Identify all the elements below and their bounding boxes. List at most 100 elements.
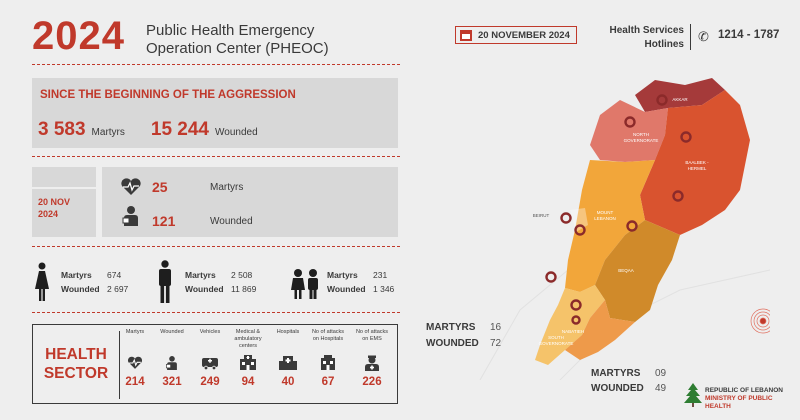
- region-label-nabatieh: NABATIEH: [561, 329, 585, 334]
- date-panel-top: [32, 167, 96, 187]
- health-sector-title-line2: SECTOR: [43, 365, 109, 382]
- cedar-logo-icon: [684, 383, 702, 407]
- marker-saida: [545, 271, 557, 283]
- heart-pulse-icon: [127, 356, 143, 369]
- heart-pulse-icon: [121, 178, 141, 195]
- today-panel: 25 Martyrs 121 Wounded: [102, 167, 398, 237]
- health-sector-divider: [119, 331, 120, 399]
- marker-mount: [574, 224, 586, 236]
- hs-attacks-ems-value: 226: [362, 376, 382, 388]
- men-martyrs-value: 2 508: [231, 270, 253, 280]
- hs-centers-value: 94: [241, 376, 255, 388]
- marker-beirut: [560, 212, 572, 224]
- hs-hospitals: Hospitals 40: [269, 329, 307, 388]
- marker-baalbek: [672, 190, 684, 202]
- children-icon: [291, 269, 318, 299]
- region-label-mount: MOUNT LEBANON: [594, 210, 616, 221]
- center-name: Public Health Emergency Operation Center…: [146, 22, 376, 58]
- total-martyrs-label: Martyrs: [91, 127, 125, 138]
- radar-icon: [750, 308, 770, 334]
- today-date-line2: 2024: [38, 209, 59, 219]
- today-wounded-label: Wounded: [210, 215, 253, 227]
- south-wounded-value: 72: [490, 338, 502, 349]
- hotline-label-line2: Hotlines: [644, 39, 684, 50]
- lebanon-map: [479, 78, 770, 380]
- marker-nabatieh: [571, 315, 581, 325]
- calendar-icon: [460, 29, 472, 41]
- wounded-person-icon: [122, 206, 138, 226]
- hs-vehicles: Vehicles 249: [191, 329, 229, 388]
- today-date: 20 NOV 2024: [38, 196, 88, 220]
- today-wounded-value: 121: [152, 213, 176, 229]
- men-wounded-value: 11 869: [231, 284, 257, 294]
- south-martyrs-label: MARTYRS: [426, 322, 476, 333]
- center-name-line2: Operation Center (PHEOC): [146, 40, 329, 57]
- hs-attacks-hospitals: No of attacks on Hospitals 67: [309, 329, 347, 388]
- hs-martyrs: Martyrs 214: [116, 329, 154, 388]
- paramedic-icon: [365, 355, 379, 371]
- hs-hospitals-label: Hospitals: [276, 329, 300, 335]
- hs-hospitals-value: 40: [281, 376, 295, 388]
- hs-attacks-ems: No of attacks on EMS 226: [353, 329, 391, 388]
- marker-beqaa: [626, 220, 638, 232]
- hs-wounded-label: Wounded: [160, 329, 184, 335]
- divider: [32, 312, 400, 313]
- today-date-line1: 20 NOV: [38, 197, 71, 207]
- ministry-name: REPUBLIC OF LEBANON MINISTRY OF PUBLIC H…: [705, 387, 797, 411]
- total-martyrs-value: 3 583: [38, 119, 86, 140]
- health-sector-title-line1: HEALTH: [45, 346, 107, 363]
- south-martyrs-value: 16: [490, 322, 502, 333]
- clinic-icon: [240, 355, 256, 370]
- year-title: 2024: [32, 14, 125, 58]
- marker-north: [624, 116, 636, 128]
- since-stats: 3 583 Martyrs 15 244 Wounded: [38, 119, 258, 141]
- children-wounded-value: 1 346: [373, 284, 395, 294]
- hs-vehicles-value: 249: [200, 376, 220, 388]
- region-south: [535, 285, 605, 365]
- divider: [32, 64, 400, 65]
- center-name-line1: Public Health Emergency: [146, 22, 315, 39]
- nabatieh-wounded-label: WOUNDED: [591, 383, 644, 394]
- date-panel: [32, 189, 96, 237]
- women-martyrs-label: Martyrs: [61, 270, 92, 280]
- city-markers: [545, 94, 692, 325]
- hospital-attack-icon: [321, 355, 335, 370]
- marker-akkar: [656, 94, 668, 106]
- date-badge: 20 NOVEMBER 2024: [455, 26, 577, 44]
- man-icon: [159, 260, 171, 303]
- nabatieh-martyrs-label: MARTYRS: [591, 368, 641, 379]
- marker-south: [570, 299, 582, 311]
- hotline-label-line1: Health Services: [609, 25, 685, 36]
- marker-baalbek-upper: [680, 131, 692, 143]
- south-wounded-label: WOUNDED: [426, 338, 479, 349]
- women-wounded-label: Wounded: [61, 284, 100, 294]
- today-martyrs-value: 25: [152, 179, 168, 195]
- nabatieh-wounded-value: 49: [655, 383, 667, 394]
- region-label-beirut: BEIRUT: [532, 213, 550, 218]
- region-baalbek: [640, 90, 750, 235]
- region-north: [590, 100, 668, 162]
- region-label-south: SOUTH GOVERNORATE: [538, 335, 574, 346]
- hotline-divider: [690, 24, 691, 50]
- nabatieh-martyrs-value: 09: [655, 368, 667, 379]
- today-wounded-row: 121 Wounded: [152, 213, 253, 229]
- men-martyrs-label: Martyrs: [185, 270, 216, 280]
- women-martyrs-value: 674: [107, 270, 122, 280]
- region-beqaa: [595, 220, 680, 322]
- region-label-north: NORTH GOVERNORATE: [623, 132, 659, 143]
- hotline-label: Health Services Hotlines: [604, 24, 685, 52]
- hs-centers-label: Medical & ambulatory centers: [234, 329, 262, 349]
- hs-martyrs-label: Martyrs: [125, 329, 145, 335]
- hs-attacks-hospitals-label: No of attacks on Hospitals: [311, 329, 345, 342]
- children-martyrs-value: 231: [373, 270, 388, 280]
- hs-wounded: Wounded 321: [153, 329, 191, 388]
- region-label-beqaa: BEQAA: [618, 268, 634, 273]
- since-beginning-panel: SINCE THE BEGINNING OF THE AGGRESSION 3 …: [32, 78, 398, 148]
- hs-attacks-hospitals-value: 67: [321, 376, 335, 388]
- region-label-akkar: AKKAR: [672, 97, 688, 102]
- health-sector-panel: HEALTH SECTOR Martyrs 214 Wounded 321 Ve…: [32, 324, 398, 404]
- region-nabatieh: [565, 300, 635, 360]
- children-martyrs-label: Martyrs: [327, 270, 358, 280]
- hospital-icon: [279, 356, 297, 370]
- divider: [32, 246, 400, 247]
